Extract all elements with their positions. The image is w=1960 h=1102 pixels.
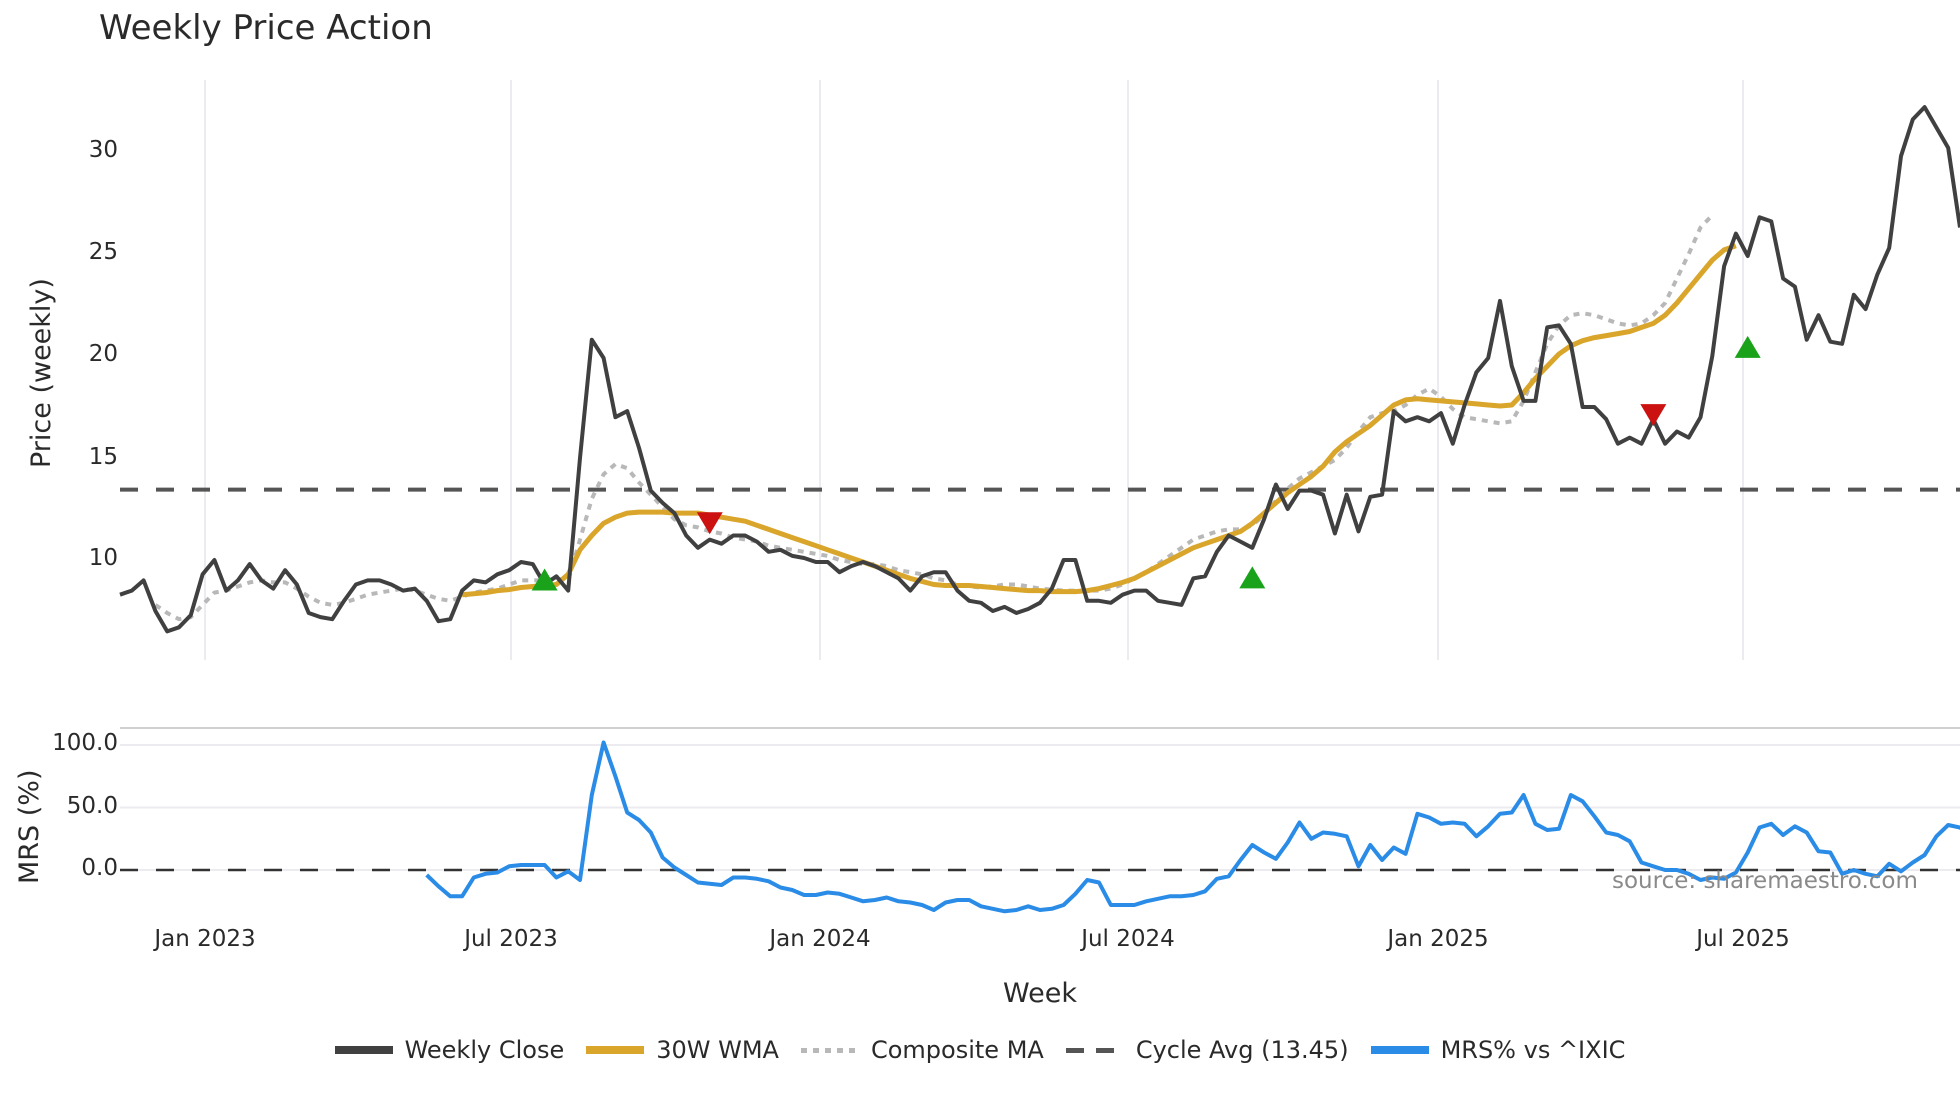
mrs-line bbox=[425, 740, 1960, 914]
xtick-jan-2025: Jan 2025 bbox=[1387, 926, 1489, 952]
composite-ma-line bbox=[154, 213, 1714, 622]
price-ytick: 20 bbox=[88, 341, 118, 367]
source-annotation: source: sharemaestro.com bbox=[1612, 868, 1918, 894]
wma-swatch-icon bbox=[586, 1046, 645, 1054]
xtick-jul-2025: Jul 2025 bbox=[1696, 926, 1790, 952]
buy-signal-marker-icon bbox=[1734, 335, 1761, 358]
mrs-ytick: 100.0 bbox=[52, 730, 118, 756]
mrs-ytick: 50.0 bbox=[66, 793, 118, 819]
price-ytick: 25 bbox=[88, 239, 118, 265]
mrs-swatch-icon bbox=[1370, 1046, 1429, 1054]
cycle-avg-swatch-icon bbox=[1065, 1047, 1124, 1053]
price-ytick: 10 bbox=[88, 545, 118, 571]
sell-signal-marker-icon bbox=[1640, 404, 1667, 427]
x-axis-label: Week bbox=[1003, 978, 1077, 1009]
legend-item-30w-wma[interactable]: 30W WMA bbox=[586, 1036, 779, 1064]
weekly-close-line bbox=[119, 105, 1960, 634]
wma-line bbox=[461, 243, 1737, 598]
legend-label: Composite MA bbox=[870, 1036, 1044, 1064]
legend-item-composite-ma[interactable]: Composite MA bbox=[800, 1036, 1044, 1064]
legend-label: MRS% vs ^IXIC bbox=[1440, 1036, 1626, 1064]
xtick-jul-2024: Jul 2024 bbox=[1081, 926, 1175, 952]
price-axis-label: Price (weekly) bbox=[26, 278, 57, 468]
legend-item-mrs[interactable]: MRS% vs ^IXIC bbox=[1370, 1036, 1626, 1064]
price-ytick: 30 bbox=[88, 137, 118, 163]
legend-label: 30W WMA bbox=[656, 1036, 779, 1064]
legend: Weekly Close 30W WMA Composite MA Cycle … bbox=[0, 1036, 1960, 1064]
xtick-jan-2023: Jan 2023 bbox=[154, 926, 256, 952]
xtick-jan-2024: Jan 2024 bbox=[769, 926, 871, 952]
legend-label: Cycle Avg (13.45) bbox=[1135, 1036, 1349, 1064]
composite-ma-swatch-icon bbox=[800, 1047, 859, 1053]
mrs-ytick: 0.0 bbox=[81, 855, 118, 881]
price-ytick: 15 bbox=[88, 444, 118, 470]
legend-item-weekly-close[interactable]: Weekly Close bbox=[334, 1036, 565, 1064]
xtick-jul-2023: Jul 2023 bbox=[464, 926, 558, 952]
legend-item-cycle-avg[interactable]: Cycle Avg (13.45) bbox=[1065, 1036, 1349, 1064]
weekly-close-swatch-icon bbox=[334, 1046, 393, 1054]
buy-signal-marker-icon bbox=[531, 568, 558, 591]
buy-signal-marker-icon bbox=[1239, 566, 1266, 589]
chart-title: Weekly Price Action bbox=[99, 8, 433, 48]
legend-label: Weekly Close bbox=[404, 1036, 565, 1064]
sell-signal-marker-icon bbox=[696, 512, 723, 535]
